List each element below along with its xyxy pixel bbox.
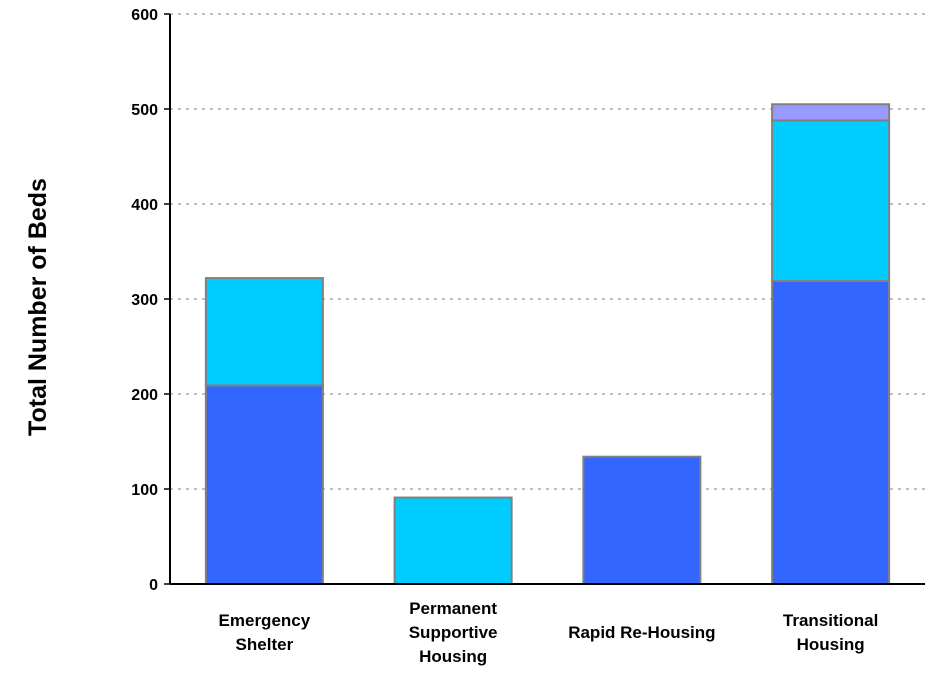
x-category-label-line: Housing [419,647,487,666]
x-category-label-line: Emergency [219,611,311,630]
x-category-labels: Emergency Shelter Permanent Supportive Housi… [219,599,879,666]
y-axis-title: Total Number of Beds [24,178,52,436]
y-tick-label: 100 [131,482,158,499]
y-tick-labels: 0 100 200 300 400 500 600 [131,7,170,594]
y-tick-label: 600 [131,7,158,24]
x-category-label-line: Supportive [409,623,498,642]
bar-segment [393,496,513,585]
x-category-label-line: Permanent [409,599,497,618]
x-category-label-line: Shelter [236,635,294,654]
x-category-label-line: Transitional [783,611,878,630]
x-category-label-line: Rapid Re-Housing [568,623,715,642]
y-tick-label: 400 [131,197,158,214]
gridlines [170,13,925,490]
y-tick-label: 0 [149,577,158,594]
bars [204,103,891,586]
y-tick-label: 300 [131,292,158,309]
bar-segment [204,384,324,586]
bar-segment [204,277,324,387]
x-category-label: Transitional Housing [783,611,878,654]
bar-segment [771,103,891,122]
x-category-label-line: Housing [797,635,865,654]
y-tick-label: 500 [131,102,158,119]
x-category-label: Rapid Re-Housing [568,623,715,642]
bar-segment [771,279,891,585]
y-tick-label: 200 [131,387,158,404]
x-category-label: Emergency Shelter [219,611,311,654]
bar-segment [582,455,702,586]
x-category-label: Permanent Supportive Housing [409,599,498,666]
bar-segment [771,119,891,282]
